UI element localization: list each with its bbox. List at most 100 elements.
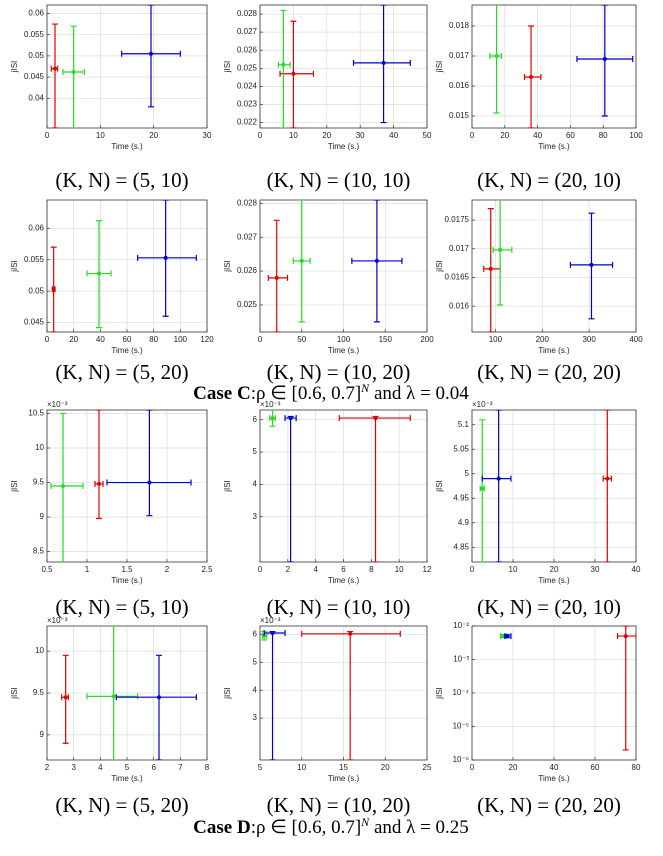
x-tick-label: 6: [341, 565, 346, 574]
x-tick-label: 5: [258, 763, 263, 772]
x-tick-label: 25: [423, 763, 432, 772]
y-multiplier: ×10⁻³: [47, 400, 68, 409]
x-tick-label: 0: [470, 565, 475, 574]
data-point: [291, 71, 296, 76]
x-tick-label: 8: [205, 763, 210, 772]
plot-area: [260, 5, 427, 128]
y-axis-label: jISI: [435, 687, 444, 700]
y-error-bar: [479, 419, 486, 562]
y-tick-label: 4.95: [453, 493, 469, 502]
caption-label: Case C: [193, 383, 251, 404]
y-tick-label: 10: [35, 443, 44, 452]
data-point: [53, 66, 57, 71]
y-axis-label: jISI: [10, 687, 19, 700]
x-tick-label: 60: [566, 131, 575, 140]
x-axis-label: Time (s.): [538, 142, 570, 151]
x-tick-label: 200: [536, 335, 550, 344]
x-tick-label: 20: [69, 335, 78, 344]
data-point: [111, 694, 116, 699]
x-tick-label: 100: [337, 335, 351, 344]
x-tick-label: 3: [71, 763, 76, 772]
subplot-caption: (K, N) = (20, 20): [477, 360, 621, 384]
axes-frame: [259, 625, 428, 761]
data-point: [374, 258, 379, 263]
y-tick-label: 10⁻⁶: [453, 755, 469, 764]
x-tick-label: 8: [369, 565, 374, 574]
y-tick-label: 4: [253, 479, 258, 488]
plot-area: [47, 5, 207, 128]
y-error-bar: [493, 5, 500, 114]
data-point: [97, 271, 101, 276]
x-tick-label: 50: [297, 335, 306, 344]
x-tick-label: 30: [356, 131, 365, 140]
y-tick-label: 4.85: [453, 542, 469, 551]
x-tick-label: 80: [149, 335, 158, 344]
y-tick-label: 0.023: [237, 100, 258, 109]
x-tick-label: 15: [339, 763, 348, 772]
y-tick-label: 9.5: [33, 688, 45, 697]
axes-frame: [46, 199, 208, 333]
data-point: [602, 57, 607, 61]
data-point: [270, 416, 275, 421]
x-tick-label: 40: [389, 131, 398, 140]
x-tick-label: 100: [629, 131, 643, 140]
y-tick-label: 9: [40, 730, 45, 739]
x-tick-label: 7: [178, 763, 183, 772]
y-tick-label: 10.5: [28, 409, 44, 418]
y-tick-label: 0.05: [28, 51, 44, 60]
x-tick-label: 80: [632, 763, 641, 772]
y-multiplier: ×10⁻³: [47, 616, 68, 625]
x-tick-label: 1.5: [121, 565, 133, 574]
data-point: [494, 54, 499, 58]
x-tick-label: 0: [470, 763, 475, 772]
x-axis-label: Time (s.): [111, 142, 143, 151]
x-error-bar: [263, 629, 286, 636]
x-tick-label: 40: [550, 763, 559, 772]
x-tick-label: 2: [286, 565, 291, 574]
y-tick-label: 9: [40, 512, 45, 521]
y-error-bar: [62, 654, 69, 744]
axes-frame: [471, 199, 637, 333]
data-point: [61, 484, 65, 488]
data-point: [496, 476, 501, 481]
y-tick-label: 6: [253, 415, 258, 424]
x-tick-label: 10: [289, 131, 298, 140]
y-tick-label: 0.017: [449, 244, 470, 253]
x-tick-label: 4: [98, 763, 103, 772]
data-point: [63, 695, 68, 700]
x-tick-label: 0: [470, 131, 475, 140]
x-tick-label: 200: [420, 335, 434, 344]
y-tick-label: 10⁻⁵: [453, 722, 469, 731]
y-multiplier: ×10⁻³: [472, 400, 493, 409]
axes-frame: [471, 409, 637, 563]
x-tick-label: 20: [149, 131, 158, 140]
y-error-bar: [604, 410, 611, 562]
y-error-bar: [70, 25, 77, 128]
y-tick-label: 0.05: [28, 286, 44, 295]
x-tick-label: 10: [395, 565, 404, 574]
y-tick-label: 10⁻²: [453, 621, 469, 630]
y-error-bar: [52, 23, 58, 128]
y-axis-label: jISI: [223, 260, 232, 273]
y-tick-label: 0.04: [28, 93, 44, 102]
x-tick-label: 10: [509, 565, 518, 574]
data-point: [274, 275, 279, 280]
data-point: [623, 634, 628, 639]
data-point: [288, 416, 293, 421]
data-point: [281, 62, 286, 67]
y-tick-label: 0.06: [28, 223, 44, 232]
subplot-caption: (K, N) = (10, 10): [267, 595, 411, 619]
subplot-caption: (K, N) = (10, 20): [267, 360, 411, 384]
x-tick-label: 12: [423, 565, 432, 574]
y-tick-label: 6: [253, 629, 258, 638]
x-axis-label: Time (s.): [328, 346, 360, 355]
figure-caption: Case C:ρ ∈ [0.6, 0.7]N and λ = 0.04: [193, 381, 469, 404]
x-axis-label: Time (s.): [538, 576, 570, 585]
y-error-bar: [148, 5, 154, 108]
y-tick-label: 0.0165: [445, 273, 470, 282]
x-error-bar: [50, 483, 84, 489]
y-error-bar: [497, 200, 504, 306]
y-tick-label: 0.027: [237, 232, 258, 241]
subplot-caption: (K, N) = (20, 10): [477, 595, 621, 619]
